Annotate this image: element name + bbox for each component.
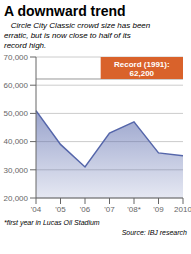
svg-text:60,000: 60,000: [8, 81, 29, 90]
html-text:*first year in Lucas Oil Stadi: *first year in Lucas Oil Stadium: [4, 219, 100, 226]
svg-text:40,000: 40,000: [8, 137, 29, 146]
svg-text:20,000: 20,000: [8, 194, 29, 203]
svg-text:50,000: 50,000: [8, 109, 29, 118]
svg-text:'09: '09: [153, 205, 164, 214]
svg-text:'04: '04: [31, 205, 42, 214]
svg-text:'06: '06: [80, 205, 91, 214]
html-text:Source: IBJ research: Source: IBJ research: [121, 229, 187, 236]
svg-text:'05: '05: [55, 205, 66, 214]
svg-text:'07: '07: [104, 205, 115, 214]
html-text:Circle City Classic crowd size: Circle City Classic crowd size has been …: [4, 21, 151, 50]
svg-text:Record (1991):62,200: Record (1991):62,200: [114, 60, 170, 78]
svg-text:30,000: 30,000: [8, 166, 29, 175]
svg-text:70,000: 70,000: [8, 53, 29, 62]
html-text:A downward trend: A downward trend: [4, 3, 126, 19]
svg-text:'08*: '08*: [127, 205, 141, 214]
svg-text:2010: 2010: [174, 205, 183, 214]
